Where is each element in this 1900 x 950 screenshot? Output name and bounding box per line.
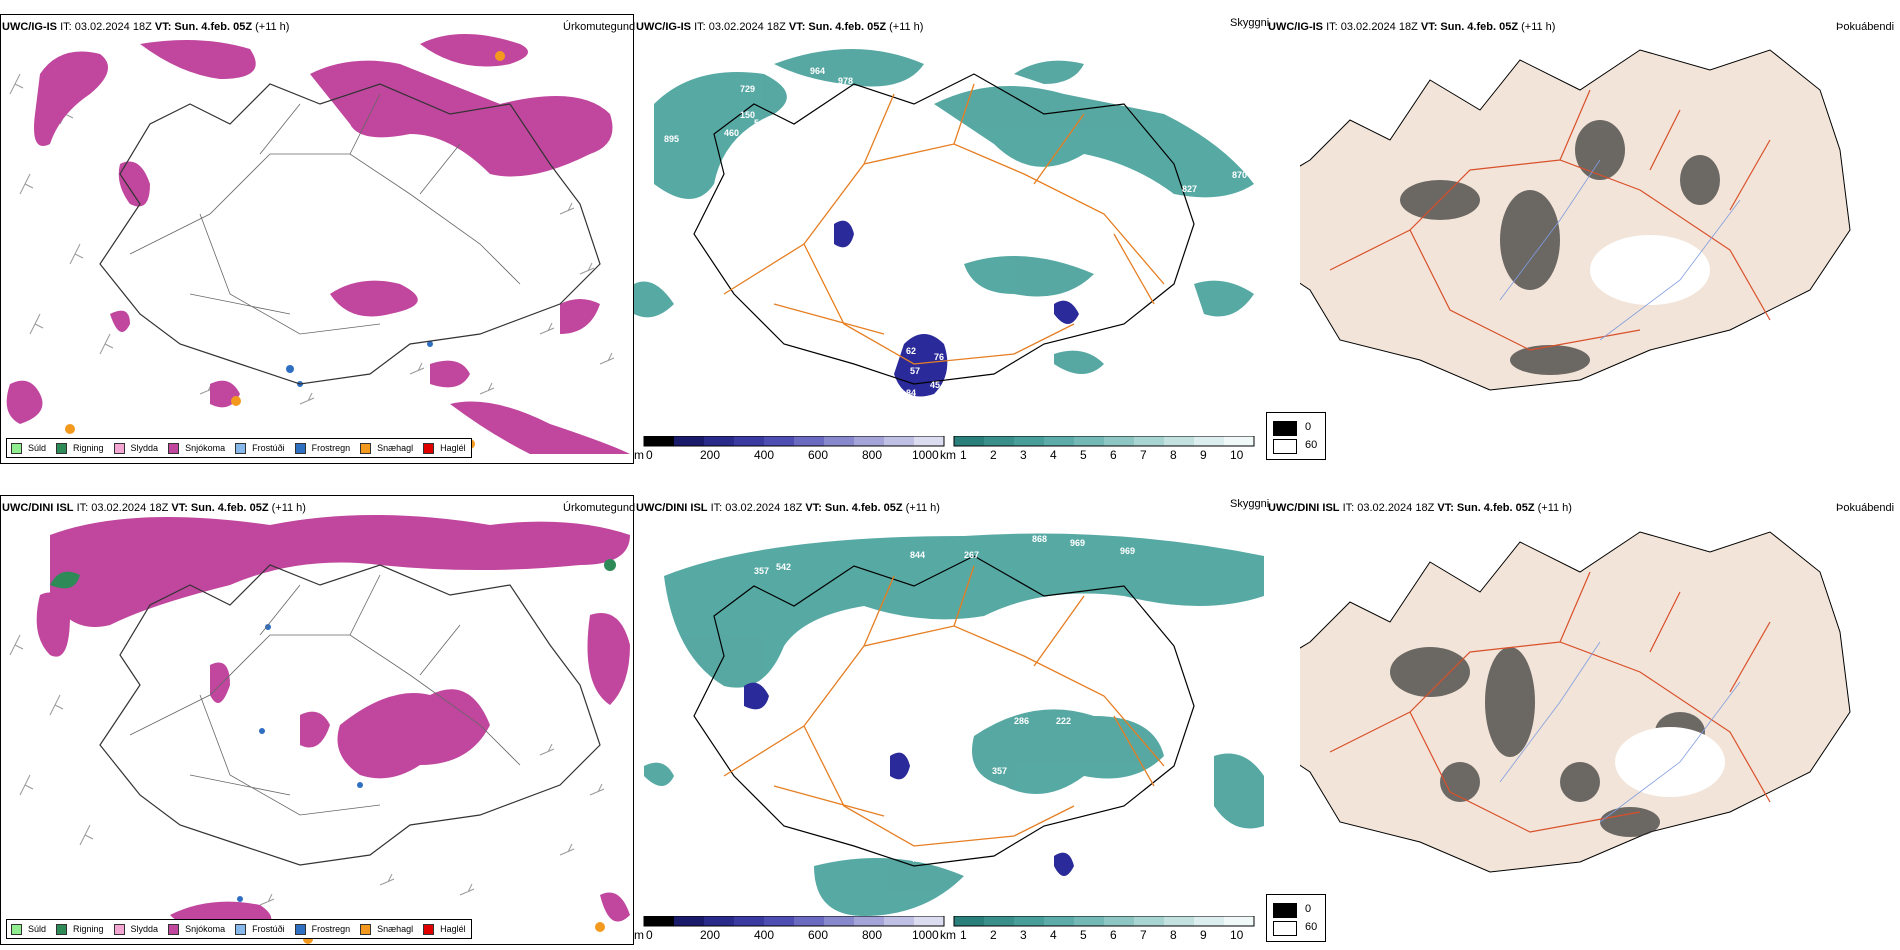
panel-label: Þokuábendi — [1836, 502, 1895, 514]
panel-label: Úrkomutegund — [563, 502, 636, 514]
iceland-coast — [99, 564, 601, 866]
glacier-white — [1615, 727, 1725, 797]
precip-map — [9, 515, 630, 944]
precip-panel: Súld Rigning Slydda Snjókoma Frostúði Fr… — [0, 14, 634, 464]
iceland-coast — [693, 555, 1195, 867]
precip-panel: Súld Rigning Slydda Snjókoma Frostúði Fr… — [0, 495, 634, 945]
panel-label: Skyggni — [1230, 498, 1270, 510]
glacier-white — [1590, 235, 1710, 305]
cloud-labels: 357 542 844 868 969 969 267 41 164 381 2… — [754, 534, 1136, 864]
road-network — [723, 83, 1165, 365]
rain-areas — [50, 559, 616, 589]
fog-shading — [1390, 647, 1705, 837]
panel-title: UWC/DINI ISL IT: 03.02.2024 18Z VT: Sun.… — [2, 502, 306, 514]
colorbar-labels: m 0 200 400 600 800 1000 km 1 2 3 4 5 6 … — [634, 448, 1244, 462]
legend-item: Súld — [11, 442, 46, 454]
road-network — [1329, 89, 1771, 351]
legend-item: Haglél — [423, 923, 466, 935]
road-network — [129, 574, 521, 816]
iceland-land — [1300, 49, 1851, 391]
fog-map — [1300, 531, 1851, 873]
fog-legend: 0 60 — [1266, 894, 1326, 942]
clouds-panel — [634, 516, 1266, 916]
legend-item: Snjókoma — [168, 923, 225, 935]
ceiling-blue-areas — [834, 220, 1079, 397]
panel-title: UWC/DINI ISL IT: 03.02.2024 18Z VT: Sun.… — [1268, 502, 1572, 514]
wind-barbs — [9, 73, 615, 405]
rivers — [1499, 159, 1741, 341]
legend-item: Frostúði — [235, 923, 285, 935]
legend-item: Frostúði — [235, 442, 285, 454]
panel-label: Skyggni — [1230, 17, 1270, 29]
precip-legend: Súld Rigning Slydda Snjókoma Frostúði Fr… — [6, 438, 472, 458]
cloud-labels: 895 460 543 150 729 914 964 978 746 827 … — [664, 66, 1248, 398]
colorbar-m — [643, 916, 1255, 927]
ceiling-green-areas — [644, 533, 1264, 916]
wind-barbs — [9, 634, 605, 906]
panel-title: UWC/IG-IS IT: 03.02.2024 18Z VT: Sun. 4.… — [2, 21, 290, 33]
colorbar-labels: m 0 200 400 600 800 1000 km 1 2 3 4 5 6 … — [634, 928, 1244, 942]
frzrain-areas — [237, 624, 363, 902]
legend-item: Snjókoma — [168, 442, 225, 454]
legend-item: Rigning — [56, 923, 104, 935]
snow-areas — [36, 515, 630, 935]
clouds-map — [644, 533, 1264, 916]
panel-title: UWC/IG-IS IT: 03.02.2024 18Z VT: Sun. 4.… — [636, 21, 924, 33]
fog-legend: 0 60 — [1266, 412, 1326, 460]
legend-item: Haglél — [423, 442, 466, 454]
legend-item: Rigning — [56, 442, 104, 454]
legend-item: Frostregn — [294, 442, 350, 454]
snow-areas — [6, 34, 630, 454]
precip-legend: Súld Rigning Slydda Snjókoma Frostúði Fr… — [6, 919, 472, 939]
clouds-map — [634, 49, 1254, 397]
legend-item: Súld — [11, 923, 46, 935]
road-network — [1329, 571, 1771, 833]
ceiling-green-areas — [634, 49, 1254, 374]
frzrain-areas — [286, 341, 433, 387]
clouds-panel — [634, 34, 1266, 434]
rivers — [1499, 641, 1741, 823]
panel-title: UWC/DINI ISL IT: 03.02.2024 18Z VT: Sun.… — [636, 502, 940, 514]
road-network — [723, 565, 1165, 847]
iceland-coast — [693, 73, 1195, 385]
legend-item: Slydda — [113, 923, 158, 935]
legend-item: Snæhagl — [360, 923, 413, 935]
legend-item: Snæhagl — [360, 442, 413, 454]
precip-map — [6, 34, 630, 454]
fog-map — [1300, 49, 1851, 391]
legend-item: Slydda — [113, 442, 158, 454]
row-1: Súld Rigning Slydda Snjókoma Frostúði Fr… — [0, 14, 1895, 464]
panel-title: UWC/IG-IS IT: 03.02.2024 18Z VT: Sun. 4.… — [1268, 21, 1556, 33]
road-network — [129, 93, 521, 335]
panel-label: Þokuábendi — [1836, 21, 1895, 33]
legend-item: Frostregn — [294, 923, 350, 935]
row-2: Súld Rigning Slydda Snjókoma Frostúði Fr… — [0, 480, 1900, 950]
colorbar-m — [643, 436, 1255, 447]
iceland-land — [1300, 531, 1851, 873]
ceiling-blue-areas — [744, 682, 1074, 876]
iceland-coast — [99, 83, 601, 385]
panel-label: Úrkomutegund — [563, 21, 636, 33]
